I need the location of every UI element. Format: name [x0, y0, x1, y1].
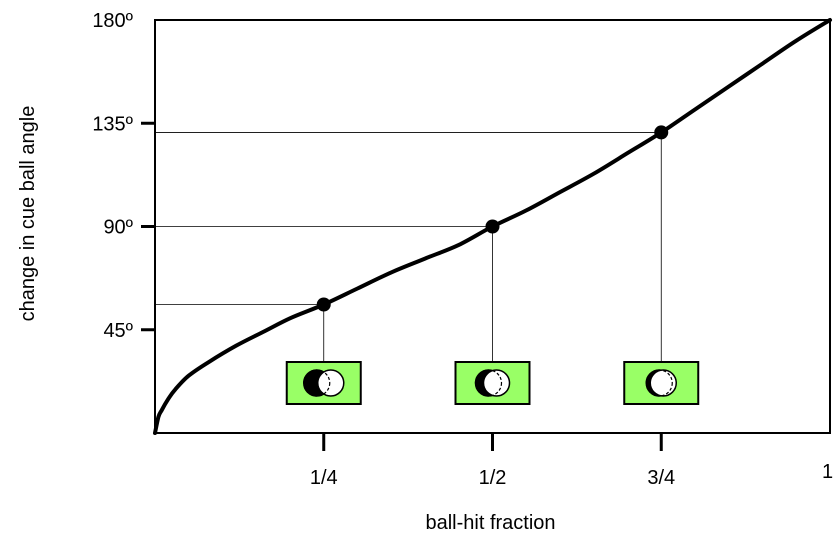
ball-hit-icons	[285, 361, 700, 405]
y-tick-label: 90º	[103, 217, 133, 239]
object-ball-outline	[474, 369, 503, 397]
ball-hit-icon	[454, 361, 531, 405]
tick-labels: 45º 90º 135º 180º 1/4 1/2 3/4 1	[92, 10, 833, 489]
x-tick-label: 3/4	[647, 467, 675, 489]
x-axis-label: ball-hit fraction	[425, 512, 555, 534]
x-tick-label: 1/4	[310, 467, 338, 489]
object-ball-outline	[645, 369, 673, 397]
data-point	[316, 297, 331, 312]
cue-ball	[317, 369, 345, 397]
y-tick-label: 45º	[103, 320, 133, 342]
highlight-points	[316, 125, 669, 312]
guide-lines	[155, 132, 662, 362]
y-tick-label: 180º	[92, 10, 133, 32]
angle-curve	[153, 18, 832, 435]
y-tick-label: 135º	[92, 113, 133, 135]
y-axis-label: change in cue ball angle	[17, 106, 39, 322]
data-point	[485, 219, 500, 234]
cue-ball	[482, 369, 511, 397]
object-ball-outline	[303, 369, 331, 397]
x-tick-label: 1/2	[479, 467, 507, 489]
cue-ball	[649, 369, 677, 397]
axis-ticks	[141, 121, 663, 451]
ball-hit-icon	[623, 361, 700, 405]
x-tick-label: 1	[822, 461, 833, 483]
ball-hit-icon	[285, 361, 362, 405]
data-point	[654, 125, 669, 140]
